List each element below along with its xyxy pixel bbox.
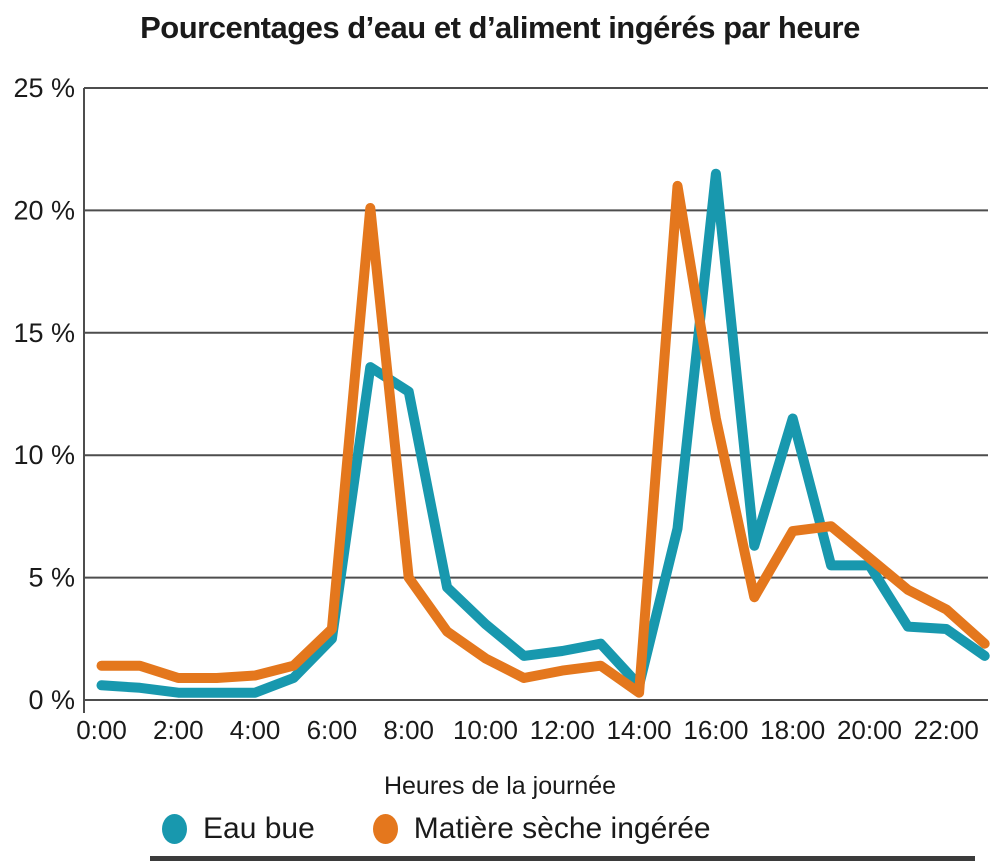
series-line-eau-bue: [96, 168, 990, 698]
chart-legend: Eau bue Matière sèche ingérée: [162, 812, 711, 846]
x-tick-label: 18:00: [760, 715, 825, 745]
x-tick-label: 16:00: [683, 715, 748, 745]
x-tick-label: 8:00: [383, 715, 434, 745]
x-tick-label: 4:00: [230, 715, 281, 745]
x-tick-label: 12:00: [530, 715, 595, 745]
matiere-seche-dot-icon: [372, 814, 398, 844]
x-tick-label: 14:00: [607, 715, 672, 745]
y-tick-label: 0 %: [28, 685, 75, 715]
y-tick-label: 10 %: [13, 440, 75, 470]
legend-item-eau-bue: Eau bue: [162, 812, 315, 846]
y-tick-label: 5 %: [28, 563, 75, 593]
legend-label-matiere-seche: Matière sèche ingérée: [413, 812, 711, 845]
legend-item-matiere-seche: Matière sèche ingérée: [372, 812, 711, 846]
series-line-mati-re-s-che-ing-r-e: [96, 180, 990, 698]
x-tick-label: 10:00: [453, 715, 518, 745]
chart-title: Pourcentages d’eau et d’aliment ingérés …: [140, 10, 860, 45]
y-tick-label: 20 %: [13, 195, 75, 225]
legend-label-eau-bue: Eau bue: [203, 812, 315, 845]
x-tick-label: 6:00: [307, 715, 358, 745]
x-tick-label: 0:00: [76, 715, 127, 745]
y-tick-label: 25 %: [13, 73, 75, 103]
x-axis-title: Heures de la journée: [383, 772, 617, 800]
bottom-divider-bar: [150, 856, 975, 861]
x-tick-label: 20:00: [837, 715, 902, 745]
x-tick-label: 22:00: [914, 715, 979, 745]
x-tick-label: 2:00: [153, 715, 204, 745]
y-tick-label: 15 %: [13, 318, 75, 348]
eau-bue-dot-icon: [162, 814, 187, 844]
